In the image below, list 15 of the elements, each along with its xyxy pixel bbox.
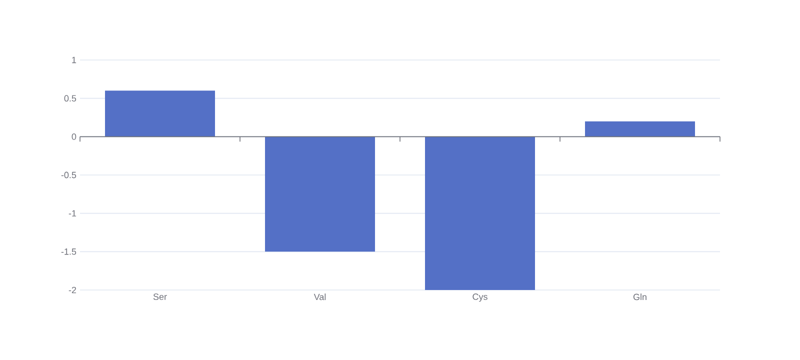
bar (105, 90, 216, 137)
bar (585, 121, 696, 137)
x-tick-label: Gln (633, 294, 646, 300)
x-tick-label: Cys (472, 294, 488, 302)
y-tick-label: -0.5 (61, 172, 76, 178)
bar (425, 136, 535, 290)
y-tick-label: -1 (68, 210, 76, 216)
bar (265, 136, 376, 252)
y-tick-label: -2 (68, 286, 76, 294)
x-tick-label: Ser (153, 294, 167, 300)
x-tick-label: Val (314, 294, 326, 300)
y-tick-label: 1 (72, 56, 76, 64)
y-tick-label: -1.5 (61, 248, 76, 255)
y-tick-label: 0.5 (64, 95, 76, 102)
y-tick-label: 0 (72, 133, 76, 140)
